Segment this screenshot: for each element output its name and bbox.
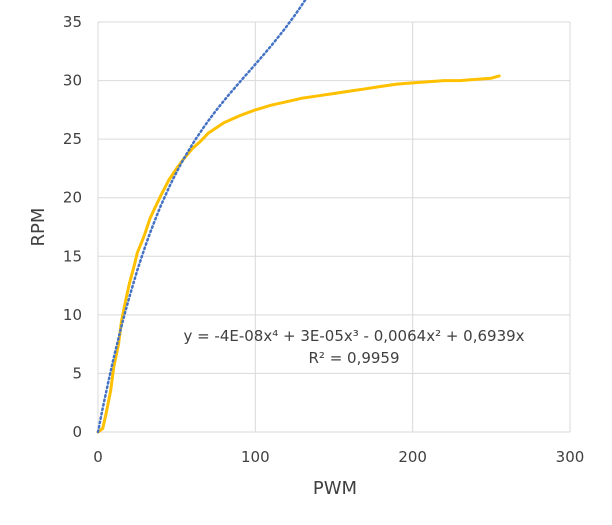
x-tick-label: 200: [398, 448, 427, 466]
x-tick-label: 100: [241, 448, 270, 466]
gridlines: [97, 21, 571, 433]
trendline-equation: y = -4E-08x⁴ + 3E-05x³ - 0,0064x² + 0,69…: [183, 327, 524, 345]
y-axis-title: RPM: [28, 208, 49, 247]
x-tick-label: 0: [93, 448, 103, 466]
y-tick-label: 15: [63, 247, 82, 265]
y-tick-label: 10: [63, 306, 82, 324]
trendline: [96, 0, 307, 434]
r-squared-label: R² = 0,9959: [308, 349, 399, 367]
x-axis-title: PWM: [313, 478, 357, 499]
y-tick-label: 5: [72, 364, 82, 382]
tick-labels: 0 100 200 300 0 5 10 15 20 25 30 35: [63, 13, 584, 466]
series-layer: [96, 0, 501, 434]
y-tick-label: 30: [63, 72, 82, 90]
y-tick-label: 20: [63, 189, 82, 207]
x-tick-label: 300: [556, 448, 585, 466]
measured-line: [96, 74, 501, 434]
y-tick-label: 0: [72, 423, 82, 441]
y-tick-label: 25: [63, 130, 82, 148]
y-tick-label: 35: [63, 13, 82, 31]
